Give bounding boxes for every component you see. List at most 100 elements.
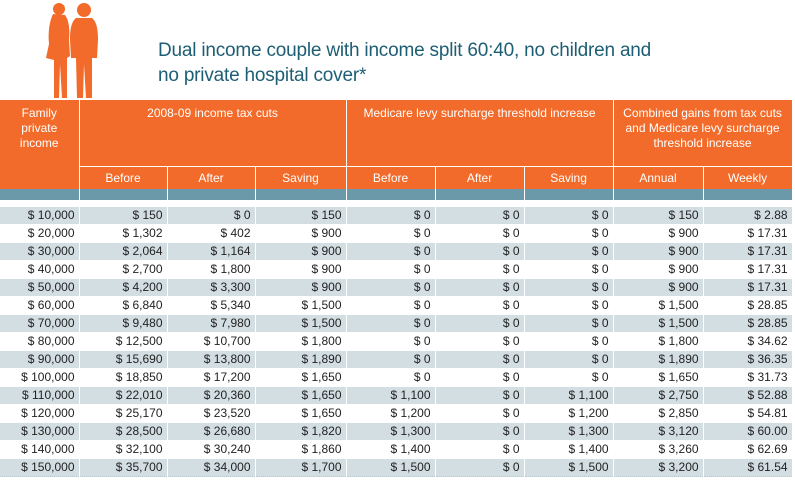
table-cell: $ 0	[524, 332, 614, 351]
subheader-cell: Annual	[613, 166, 704, 189]
table-cell: $ 17,200	[167, 368, 256, 387]
table-cell: $ 0	[524, 206, 614, 225]
table-cell: $ 0	[524, 260, 614, 279]
table-cell: $ 0	[524, 314, 614, 333]
table-cell: $ 1,860	[255, 440, 347, 459]
table-cell: $ 13,800	[167, 350, 256, 369]
table-cell: $ 100,000	[0, 368, 80, 387]
table-cell: $ 0	[346, 314, 436, 333]
table-cell: $ 23,520	[167, 404, 256, 423]
table-cell: $ 0	[435, 440, 525, 459]
table-cell: $ 1,500	[346, 458, 436, 477]
table-row: $ 60,000 $ 6,840 $ 5,340 $ 1,500 $ 0 $ 0 $ 0 $ …	[0, 296, 793, 315]
table-cell: $ 17.31	[703, 224, 793, 243]
table-cell: $ 0	[435, 422, 525, 441]
table-cell: $ 0	[524, 224, 614, 243]
table-cell: $ 150	[79, 206, 168, 225]
header-medicare: Medicare levy surcharge threshold increa…	[346, 100, 614, 167]
table-cell: $ 62.69	[703, 440, 793, 459]
table-cell: $ 0	[524, 242, 614, 261]
table-cell: $ 0	[524, 350, 614, 369]
table-cell: $ 1,650	[613, 368, 704, 387]
table-cell: $ 60,000	[0, 296, 80, 315]
table-cell: $ 0	[435, 350, 525, 369]
income-table: Family private income 2008-09 income tax…	[0, 100, 793, 477]
table-cell: $ 40,000	[0, 260, 80, 279]
table-cell: $ 1,890	[255, 350, 347, 369]
table-row: $ 130,000 $ 28,500 $ 26,680 $ 1,820 $ 1,300 $…	[0, 422, 793, 441]
table-cell: $ 1,650	[255, 368, 347, 387]
table-row: $ 140,000 $ 32,100 $ 30,240 $ 1,860 $ 1,400 $…	[0, 440, 793, 459]
table-cell: $ 17.31	[703, 278, 793, 297]
table-cell: $ 0	[435, 458, 525, 477]
subheader-cell: Before	[346, 166, 436, 189]
table-cell: $ 110,000	[0, 386, 80, 405]
table-cell: $ 28.85	[703, 296, 793, 315]
table-cell: $ 10,700	[167, 332, 256, 351]
table-cell: $ 15,690	[79, 350, 168, 369]
table-cell: $ 0	[435, 386, 525, 405]
table-cell: $ 0	[524, 278, 614, 297]
table-cell: $ 1,890	[613, 350, 704, 369]
table-cell: $ 0	[435, 242, 525, 261]
table-cell: $ 1,700	[255, 458, 347, 477]
table-cell: $ 1,164	[167, 242, 256, 261]
table-cell: $ 1,500	[255, 296, 347, 315]
table-cell: $ 120,000	[0, 404, 80, 423]
table-cell: $ 1,650	[255, 386, 347, 405]
table-cell: $ 1,800	[255, 332, 347, 351]
table-cell: $ 1,800	[613, 332, 704, 351]
table-row: $ 70,000 $ 9,480 $ 7,980 $ 1,500 $ 0 $ 0 $ 0 $ …	[0, 314, 793, 333]
table-row: $ 120,000 $ 25,170 $ 23,520 $ 1,650 $ 1,200 $…	[0, 404, 793, 423]
table-cell: $ 30,240	[167, 440, 256, 459]
table-cell: $ 1,500	[255, 314, 347, 333]
table-cell: $ 0	[346, 296, 436, 315]
header-tax-cuts: 2008-09 income tax cuts	[79, 100, 347, 167]
table-cell: $ 0	[435, 260, 525, 279]
subheader-cell: Saving	[524, 166, 614, 189]
table-row: $ 80,000 $ 12,500 $ 10,700 $ 1,800 $ 0 $ 0 $ 0…	[0, 332, 793, 351]
table-cell: $ 140,000	[0, 440, 80, 459]
table-cell: $ 32,100	[79, 440, 168, 459]
table-cell: $ 1,300	[346, 422, 436, 441]
table-cell: $ 1,300	[524, 422, 614, 441]
table-cell: $ 90,000	[0, 350, 80, 369]
table-cell: $ 1,800	[167, 260, 256, 279]
subheader-row: Before After Saving Before After Saving …	[0, 166, 793, 189]
table-cell: $ 900	[613, 260, 704, 279]
table-cell: $ 150,000	[0, 458, 80, 477]
table-cell: $ 30,000	[0, 242, 80, 261]
table-cell: $ 0	[346, 332, 436, 351]
subheader-cell: After	[167, 166, 256, 189]
table-body: $ 10,000 $ 150 $ 0 $ 150 $ 0 $ 0 $ 0 $ 150 $ 2.8…	[0, 200, 793, 477]
table-cell: $ 3,300	[167, 278, 256, 297]
table-cell: $ 0	[167, 206, 256, 225]
table-cell: $ 2,850	[613, 404, 704, 423]
header-family-income: Family private income	[0, 100, 80, 189]
table-cell: $ 3,200	[613, 458, 704, 477]
table-row: $ 50,000 $ 4,200 $ 3,300 $ 900 $ 0 $ 0 $ 0 $ 90…	[0, 278, 793, 297]
table-cell: $ 1,500	[613, 314, 704, 333]
table-cell: $ 1,302	[79, 224, 168, 243]
table-cell: $ 0	[346, 224, 436, 243]
table-cell: $ 60.00	[703, 422, 793, 441]
title-line-1: Dual income couple with income split 60:…	[158, 40, 652, 61]
table-cell: $ 0	[435, 206, 525, 225]
table-row: $ 40,000 $ 2,700 $ 1,800 $ 900 $ 0 $ 0 $ 0 $ 90…	[0, 260, 793, 279]
table-cell: $ 12,500	[79, 332, 168, 351]
table-row: $ 100,000 $ 18,850 $ 17,200 $ 1,650 $ 0 $ 0 $ …	[0, 368, 793, 387]
table-cell: $ 0	[435, 296, 525, 315]
table-row: $ 90,000 $ 15,690 $ 13,800 $ 1,890 $ 0 $ 0 $ 0…	[0, 350, 793, 369]
table-cell: $ 1,100	[346, 386, 436, 405]
table-cell: $ 10,000	[0, 206, 80, 225]
table-cell: $ 25,170	[79, 404, 168, 423]
table-cell: $ 54.81	[703, 404, 793, 423]
table-cell: $ 28,500	[79, 422, 168, 441]
table-cell: $ 3,260	[613, 440, 704, 459]
table-cell: $ 28.85	[703, 314, 793, 333]
table-cell: $ 0	[346, 350, 436, 369]
table-cell: $ 1,200	[346, 404, 436, 423]
couple-silhouette-icon	[46, 3, 98, 98]
table-cell: $ 0	[435, 278, 525, 297]
table-cell: $ 22,010	[79, 386, 168, 405]
